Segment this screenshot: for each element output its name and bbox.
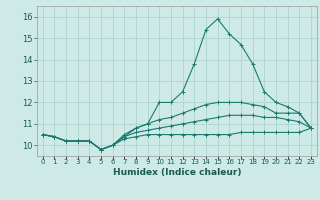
X-axis label: Humidex (Indice chaleur): Humidex (Indice chaleur) — [113, 168, 241, 177]
